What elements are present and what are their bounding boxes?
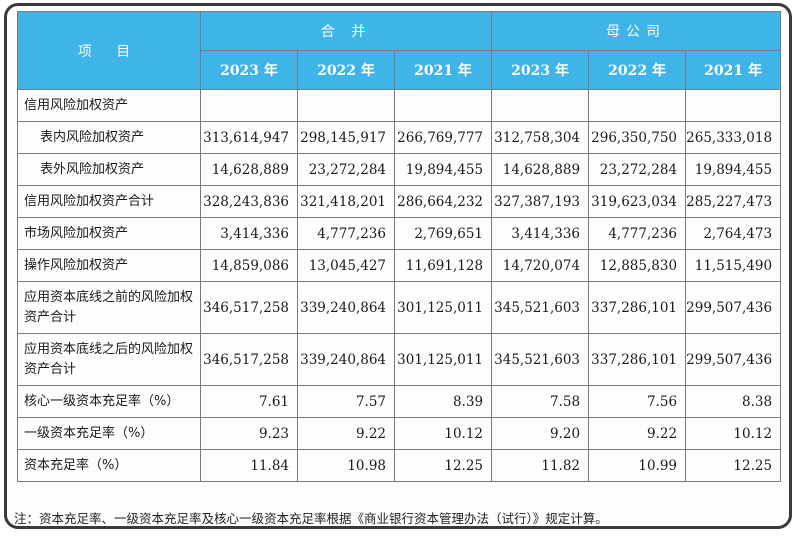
value-cell: 10.98 <box>297 449 395 482</box>
value-cell: 11,691,128 <box>393 249 493 282</box>
value-cell: 10.12 <box>685 417 782 450</box>
row-label: 核心一级资本充足率（%） <box>17 385 201 418</box>
row-label: 信用风险加权资产合计 <box>17 185 201 218</box>
value-cell: 299,507,436 <box>685 333 782 386</box>
table-row: 信用风险加权资产 <box>17 89 782 122</box>
value-cell: 337,286,101 <box>588 333 687 386</box>
table-row: 核心一级资本充足率（%） 7.61 7.57 8.39 7.58 7.56 8.38 <box>17 385 782 418</box>
value-cell: 2,764,473 <box>685 217 782 250</box>
value-cell: 7.57 <box>297 385 395 418</box>
row-label: 表外风险加权资产 <box>17 153 201 186</box>
value-cell: 3,414,336 <box>200 217 298 250</box>
value-cell: 337,286,101 <box>588 281 687 334</box>
value-cell: 9.20 <box>491 417 590 450</box>
table-row: 操作风险加权资产 14,859,086 13,045,427 11,691,128 14… <box>17 249 782 282</box>
value-cell <box>491 89 590 122</box>
value-cell: 14,720,074 <box>491 249 590 282</box>
value-cell: 285,227,473 <box>685 185 782 218</box>
value-cell: 14,628,889 <box>491 153 590 186</box>
value-cell: 327,387,193 <box>491 185 590 218</box>
value-cell: 301,125,011 <box>393 281 493 334</box>
value-cell: 11.84 <box>200 449 298 482</box>
value-cell <box>200 89 298 122</box>
value-cell: 313,614,947 <box>200 121 298 154</box>
value-cell: 12,885,830 <box>588 249 687 282</box>
value-cell: 266,769,777 <box>393 121 493 154</box>
value-cell: 345,521,603 <box>491 333 590 386</box>
table-row: 表外风险加权资产 14,628,889 23,272,284 19,894,455 14… <box>17 153 782 186</box>
value-cell <box>297 89 395 122</box>
table-row: 信用风险加权资产合计 328,243,836 321,418,201 286,664,… <box>17 185 782 218</box>
year-header: 2021 年 <box>685 50 782 90</box>
year-header: 2023 年 <box>200 50 298 90</box>
value-cell: 19,894,455 <box>685 153 782 186</box>
row-label: 应用资本底线之前的风险加权资产合计 <box>17 281 201 334</box>
value-cell: 286,664,232 <box>393 185 493 218</box>
value-cell: 7.58 <box>491 385 590 418</box>
value-cell: 10.12 <box>393 417 493 450</box>
value-cell: 11,515,490 <box>685 249 782 282</box>
value-cell: 10.99 <box>588 449 687 482</box>
consolidated-header: 合 并 <box>199 11 493 51</box>
value-cell: 296,350,750 <box>588 121 687 154</box>
value-cell: 13,045,427 <box>297 249 395 282</box>
value-cell: 7.61 <box>200 385 298 418</box>
value-cell: 3,414,336 <box>491 217 590 250</box>
year-header: 2021 年 <box>393 50 493 90</box>
row-label: 操作风险加权资产 <box>17 249 201 282</box>
table-row: 一级资本充足率（%） 9.23 9.22 10.12 9.20 9.22 10.12 <box>17 417 782 450</box>
value-cell: 319,623,034 <box>588 185 687 218</box>
value-cell: 301,125,011 <box>393 333 493 386</box>
value-cell: 23,272,284 <box>588 153 687 186</box>
value-cell: 4,777,236 <box>297 217 395 250</box>
value-cell: 339,240,864 <box>297 333 395 386</box>
value-cell: 8.39 <box>393 385 493 418</box>
value-cell: 345,521,603 <box>491 281 590 334</box>
value-cell <box>588 89 687 122</box>
value-cell: 346,517,258 <box>200 333 298 386</box>
value-cell: 4,777,236 <box>588 217 687 250</box>
value-cell: 9.22 <box>588 417 687 450</box>
value-cell: 321,418,201 <box>297 185 395 218</box>
row-label: 表内风险加权资产 <box>17 121 201 154</box>
capital-adequacy-table: 项 目 合 并 母公司 2023 年 2022 年 2021 年 2023 年 … <box>17 11 782 482</box>
table-row: 市场风险加权资产 3,414,336 4,777,236 2,769,651 3,414… <box>17 217 782 250</box>
table-row: 应用资本底线之后的风险加权资产合计 346,517,258 339,240,864 3… <box>17 333 782 386</box>
table-row: 资本充足率（%） 11.84 10.98 12.25 11.82 10.99 12.25 <box>17 449 782 482</box>
value-cell: 23,272,284 <box>297 153 395 186</box>
row-label: 一级资本充足率（%） <box>17 417 201 450</box>
value-cell: 346,517,258 <box>200 281 298 334</box>
value-cell <box>685 89 782 122</box>
value-cell: 11.82 <box>491 449 590 482</box>
row-label: 应用资本底线之后的风险加权资产合计 <box>17 333 201 386</box>
year-header: 2022 年 <box>588 50 687 90</box>
value-cell: 9.22 <box>297 417 395 450</box>
value-cell: 14,628,889 <box>200 153 298 186</box>
year-header: 2022 年 <box>297 50 395 90</box>
row-label: 市场风险加权资产 <box>17 217 201 250</box>
footnote: 注：资本充足率、一级资本充足率及核心一级资本充足率根据《商业银行资本管理办法（试… <box>14 511 608 526</box>
table-row: 表内风险加权资产 313,614,947 298,145,917 266,769,77… <box>17 121 782 154</box>
value-cell: 265,333,018 <box>685 121 782 154</box>
value-cell: 12.25 <box>685 449 782 482</box>
value-cell: 12.25 <box>393 449 493 482</box>
table-row: 应用资本底线之前的风险加权资产合计 346,517,258 339,240,864 3… <box>17 281 782 334</box>
value-cell: 7.56 <box>588 385 687 418</box>
value-cell: 19,894,455 <box>393 153 493 186</box>
item-header: 项 目 <box>17 11 201 90</box>
value-cell: 9.23 <box>200 417 298 450</box>
value-cell: 298,145,917 <box>297 121 395 154</box>
row-label: 信用风险加权资产 <box>17 89 201 122</box>
year-header: 2023 年 <box>491 50 590 90</box>
value-cell: 2,769,651 <box>393 217 493 250</box>
value-cell: 328,243,836 <box>200 185 298 218</box>
row-label: 资本充足率（%） <box>17 449 201 482</box>
value-cell <box>393 89 493 122</box>
parent-company-header: 母公司 <box>491 11 782 51</box>
value-cell: 312,758,304 <box>491 121 590 154</box>
value-cell: 299,507,436 <box>685 281 782 334</box>
value-cell: 14,859,086 <box>200 249 298 282</box>
value-cell: 339,240,864 <box>297 281 395 334</box>
value-cell: 8.38 <box>685 385 782 418</box>
